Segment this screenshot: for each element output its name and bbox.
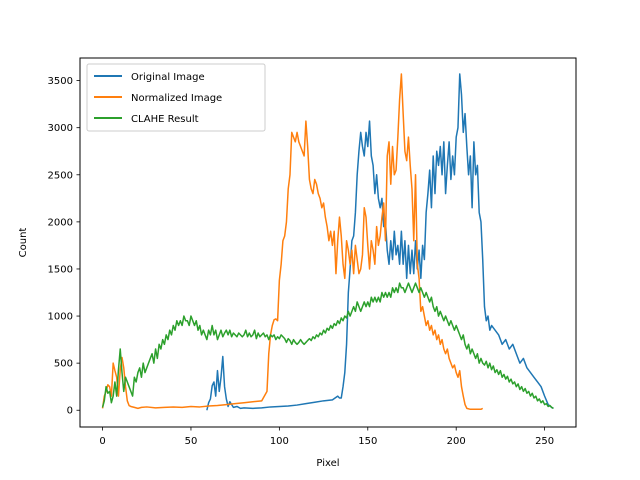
legend: Original Image Normalized Image CLAHE Re… <box>86 63 266 132</box>
series-line-normalized-image <box>101 73 484 411</box>
x-tick-label: 50 <box>185 436 198 447</box>
plot-lines <box>101 73 554 411</box>
x-axis-ticks: 0 50 100 150 200 250 <box>99 427 554 447</box>
y-tick-label: 500 <box>54 359 73 370</box>
y-axis-title: Count <box>18 228 29 258</box>
x-tick-label: 250 <box>535 436 554 447</box>
y-tick-label: 1000 <box>48 312 73 323</box>
legend-label-clahe: CLAHE Result <box>131 114 199 125</box>
y-tick-label: 1500 <box>48 264 73 275</box>
x-axis-title: Pixel <box>316 458 339 469</box>
x-tick-label: 200 <box>447 436 466 447</box>
x-tick-label: 100 <box>270 436 289 447</box>
legend-label-normalized: Normalized Image <box>131 93 222 104</box>
y-axis-ticks: 0 500 1000 1500 2000 2500 3000 3500 <box>48 76 80 417</box>
legend-label-original: Original Image <box>131 72 205 83</box>
y-tick-label: 3500 <box>48 76 73 87</box>
series-line-clahe-result <box>101 282 554 410</box>
series-line-original-image <box>206 73 554 411</box>
x-tick-label: 0 <box>99 436 105 447</box>
y-tick-label: 0 <box>67 406 73 417</box>
y-tick-label: 3000 <box>48 123 73 134</box>
x-tick-label: 150 <box>358 436 377 447</box>
legend-box <box>86 63 266 132</box>
plot-frame <box>79 57 577 428</box>
y-tick-label: 2500 <box>48 170 73 181</box>
y-tick-label: 2000 <box>48 217 73 228</box>
